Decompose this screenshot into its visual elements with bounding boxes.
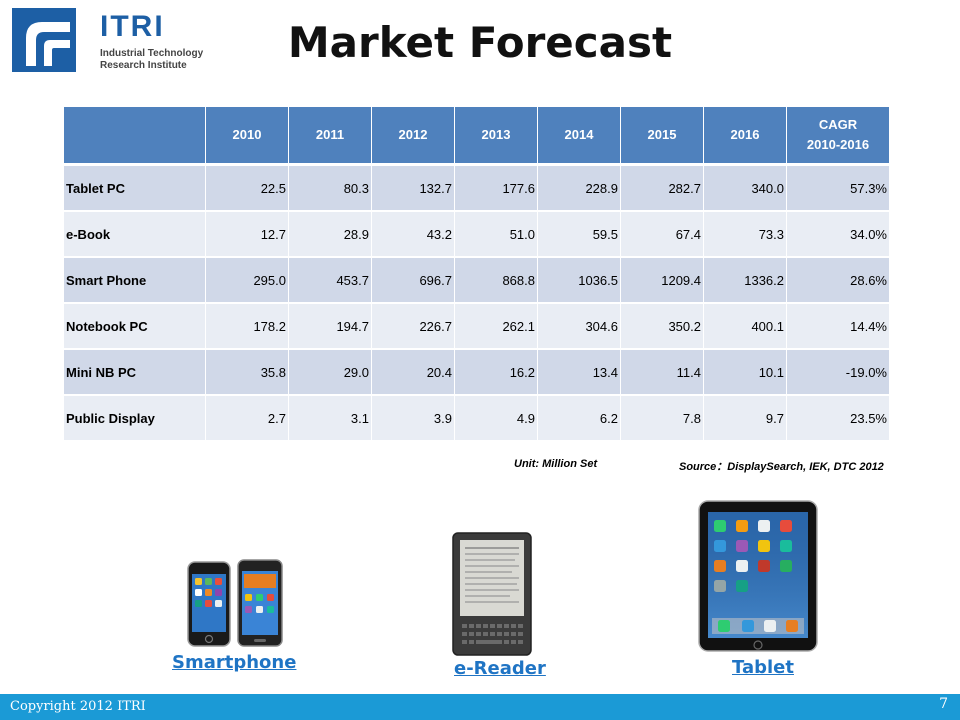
table-cell: 7.8 <box>620 395 704 442</box>
header-cell-2013: 2013 <box>454 107 538 166</box>
footer-bar: Copyright 2012 ITRI 7 <box>0 694 960 720</box>
table-cell: 194.7 <box>288 303 372 350</box>
header-cell-2016: 2016 <box>703 107 787 166</box>
table-cell-cagr: 14.4% <box>786 303 890 350</box>
table-cell: 453.7 <box>288 257 372 304</box>
table-cell: 400.1 <box>703 303 787 350</box>
cagr-header-line1: CAGR <box>818 117 858 132</box>
table-cell: 1209.4 <box>620 257 704 304</box>
smartphone-image-icon <box>187 559 283 647</box>
table-cell: 10.1 <box>703 349 787 396</box>
table-cell: 1336.2 <box>703 257 787 304</box>
table-row: Notebook PC 178.2 194.7 226.7 262.1 304.… <box>64 303 890 350</box>
table-cell: 340.0 <box>703 164 787 212</box>
table-cell: 4.9 <box>454 395 538 442</box>
table-cell: 51.0 <box>454 211 538 258</box>
table-cell: 13.4 <box>537 349 621 396</box>
row-label: Mini NB PC <box>64 349 206 396</box>
itri-logo-mark-icon <box>12 8 76 72</box>
table-cell: 59.5 <box>537 211 621 258</box>
row-label: e-Book <box>64 211 206 258</box>
tablet-image-icon <box>698 500 818 652</box>
header-cell-cagr: CAGR 2010-2016 <box>786 107 890 166</box>
page-title: Market Forecast <box>287 18 673 67</box>
header-cell-2011: 2011 <box>288 107 372 166</box>
table-cell: 868.8 <box>454 257 538 304</box>
table-cell: 35.8 <box>205 349 289 396</box>
table-cell: 295.0 <box>205 257 289 304</box>
table-cell: 282.7 <box>620 164 704 212</box>
row-label: Tablet PC <box>64 164 206 212</box>
table-cell: 9.7 <box>703 395 787 442</box>
source-note: Source：DisplaySearch, IEK, DTC 2012 <box>679 461 884 473</box>
table-cell: 22.5 <box>205 164 289 212</box>
table-cell: 16.2 <box>454 349 538 396</box>
table-cell: 177.6 <box>454 164 538 212</box>
table-cell: 226.7 <box>371 303 455 350</box>
table-cell: 2.7 <box>205 395 289 442</box>
header-cell-empty <box>64 107 206 166</box>
table-cell: 43.2 <box>371 211 455 258</box>
table-cell: 696.7 <box>371 257 455 304</box>
header-cell-2012: 2012 <box>371 107 455 166</box>
table-row: Tablet PC 22.5 80.3 132.7 177.6 228.9 28… <box>64 164 890 212</box>
table-row: Smart Phone 295.0 453.7 696.7 868.8 1036… <box>64 257 890 304</box>
header-cell-2014: 2014 <box>537 107 621 166</box>
copyright-text: Copyright 2012 ITRI <box>10 699 146 714</box>
table-cell: 80.3 <box>288 164 372 212</box>
ereader-link[interactable]: e-Reader <box>454 658 546 679</box>
header-cell-2015: 2015 <box>620 107 704 166</box>
table-header-row: 2010 2011 2012 2013 2014 2015 2016 CAGR … <box>64 107 890 166</box>
row-label: Public Display <box>64 395 206 442</box>
page-number: 7 <box>939 696 948 712</box>
table-cell-cagr: 28.6% <box>786 257 890 304</box>
itri-logo: ITRI Industrial Technology Research Inst… <box>12 8 242 78</box>
unit-note: Unit: Million Set <box>514 458 598 470</box>
table-cell-cagr: 57.3% <box>786 164 890 212</box>
logo-subtitle-line2: Research Institute <box>100 60 187 71</box>
table-row: e-Book 12.7 28.9 43.2 51.0 59.5 67.4 73.… <box>64 211 890 258</box>
table-row: Public Display 2.7 3.1 3.9 4.9 6.2 7.8 9… <box>64 395 890 442</box>
table-cell: 3.9 <box>371 395 455 442</box>
table-cell: 12.7 <box>205 211 289 258</box>
table-cell-cagr: 23.5% <box>786 395 890 442</box>
table-cell: 132.7 <box>371 164 455 212</box>
table-cell: 6.2 <box>537 395 621 442</box>
row-label: Notebook PC <box>64 303 206 350</box>
table-cell: 262.1 <box>454 303 538 350</box>
table-cell-cagr: -19.0% <box>786 349 890 396</box>
table-cell: 67.4 <box>620 211 704 258</box>
smartphone-link[interactable]: Smartphone <box>172 652 297 673</box>
table-cell: 20.4 <box>371 349 455 396</box>
table-cell-cagr: 34.0% <box>786 211 890 258</box>
table-cell: 29.0 <box>288 349 372 396</box>
table-cell: 11.4 <box>620 349 704 396</box>
table-cell: 304.6 <box>537 303 621 350</box>
table-cell: 1036.5 <box>537 257 621 304</box>
logo-subtitle: Industrial Technology Research Institute <box>100 48 203 72</box>
table-cell: 3.1 <box>288 395 372 442</box>
ereader-image-icon <box>452 532 532 656</box>
cagr-header-line2: 2010-2016 <box>806 137 870 152</box>
table-cell: 228.9 <box>537 164 621 212</box>
table-cell: 73.3 <box>703 211 787 258</box>
logo-subtitle-line1: Industrial Technology <box>100 48 204 59</box>
logo-name: ITRI <box>100 10 165 43</box>
header-cell-2010: 2010 <box>205 107 289 166</box>
table-cell: 350.2 <box>620 303 704 350</box>
table-row: Mini NB PC 35.8 29.0 20.4 16.2 13.4 11.4… <box>64 349 890 396</box>
tablet-link[interactable]: Tablet <box>732 657 794 678</box>
table-cell: 28.9 <box>288 211 372 258</box>
table-cell: 178.2 <box>205 303 289 350</box>
row-label: Smart Phone <box>64 257 206 304</box>
forecast-table: 2010 2011 2012 2013 2014 2015 2016 CAGR … <box>64 107 890 442</box>
